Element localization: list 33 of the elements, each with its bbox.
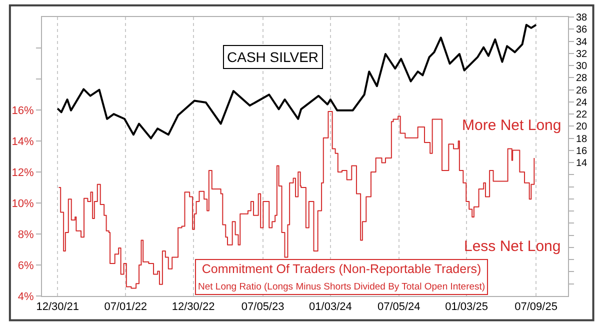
y2-tick-label: 14: [576, 158, 588, 170]
y2-tick-label: 38: [576, 12, 588, 24]
y-tick-label: 4%: [18, 290, 34, 303]
x-tick-label: 07/05/24: [377, 301, 420, 314]
x-tick-label: 07/09/25: [514, 301, 558, 314]
y-tick-label: 12%: [12, 166, 34, 179]
y2-tick-label: 32: [576, 48, 588, 60]
y2-tick-label: 20: [576, 122, 588, 133]
y2-tick-label: 36: [576, 24, 588, 36]
x-tick-label: 07/05/23: [241, 301, 284, 314]
y2-tick-label: 34: [576, 36, 588, 48]
y2-tick-label: 18: [576, 134, 588, 145]
y-tick-label: 14%: [12, 136, 34, 148]
annotation: More Net Long: [462, 117, 562, 134]
x-tick-label: 07/01/22: [104, 301, 148, 314]
y2-tick-label: 30: [576, 61, 588, 72]
y-tick-label: 8%: [18, 228, 34, 241]
annotation: Less Net Long: [464, 238, 561, 255]
x-tick-label: 12/30/21: [36, 301, 80, 314]
annotation: Net Long Ratio (Longs Minus Shorts Divided By Total Open Interest): [198, 281, 486, 292]
annotation: Commitment Of Traders (Non-Reportable Traders): [202, 262, 482, 276]
y-tick-label: 16%: [12, 104, 34, 117]
y2-tick-label: 24: [576, 97, 588, 108]
text: CASH SILVER: [227, 49, 319, 65]
x-tick-label: 12/30/22: [172, 301, 215, 314]
x-tick-label: 01/03/25: [445, 301, 488, 314]
y2-tick-label: 26: [576, 85, 588, 96]
y2-tick-label: 28: [576, 73, 588, 84]
y2-tick-label: 16: [576, 146, 588, 157]
y2-tick-label: 22: [576, 110, 588, 121]
y-tick-label: 6%: [18, 260, 34, 272]
y-tick-label: 10%: [12, 198, 34, 210]
x-tick-label: 01/03/24: [309, 301, 352, 314]
